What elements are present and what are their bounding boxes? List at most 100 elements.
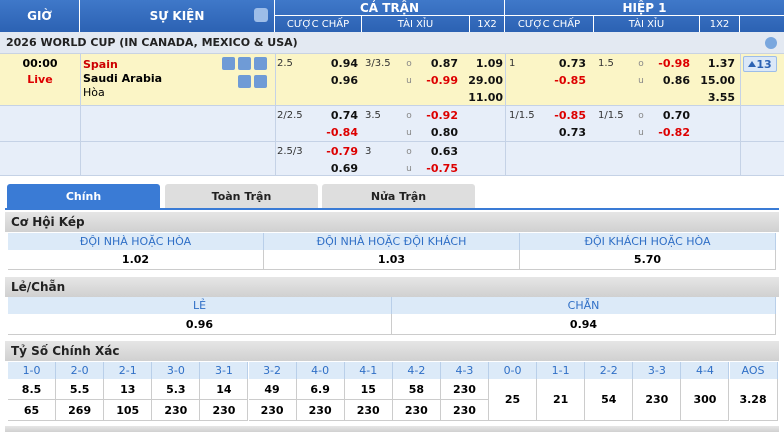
home-team: Spain — [83, 57, 118, 71]
odds-cell[interactable]: 58 — [392, 379, 441, 400]
odds-value[interactable]: -0.85 — [554, 74, 586, 87]
header-col: CƯỢC CHẤP — [275, 16, 362, 32]
odds-value[interactable]: -0.75 — [426, 162, 458, 175]
odds-cell[interactable]: 105 — [104, 400, 153, 421]
odds-value[interactable]: -0.82 — [658, 126, 690, 139]
odds-cell[interactable]: 0.94 — [392, 314, 776, 335]
over-label: o — [406, 146, 412, 157]
header-full: CẢ TRẬN — [275, 0, 505, 16]
match-icon[interactable] — [238, 75, 251, 88]
header-half: HIỆP 1 — [505, 0, 784, 16]
odds-value[interactable]: 0.96 — [330, 74, 358, 87]
tab[interactable]: Toàn Trận — [165, 184, 318, 208]
odds-cell[interactable]: 230 — [296, 400, 345, 421]
more-button[interactable]: 13 — [743, 56, 777, 72]
odds-cell[interactable]: 5.3 — [152, 379, 201, 400]
odds-cell[interactable]: 65 — [8, 400, 57, 421]
odds-value[interactable]: 0.73 — [558, 57, 586, 70]
star-icon[interactable] — [254, 8, 268, 22]
odds-value[interactable]: 0.94 — [330, 57, 358, 70]
match-icon[interactable] — [222, 57, 235, 70]
header-event: SỰ KIỆN — [80, 0, 275, 32]
column-header: 4-0 — [296, 362, 345, 379]
odds-cell[interactable]: 230 — [440, 400, 489, 421]
odds-value[interactable]: -0.85 — [554, 109, 586, 122]
odds-cell[interactable]: 5.70 — [520, 250, 776, 270]
odds-value[interactable]: 0.63 — [430, 145, 458, 158]
over-label: o — [638, 58, 644, 69]
odds-value[interactable]: 0.74 — [330, 109, 358, 122]
hdp-line: 2/2.5 — [277, 110, 303, 121]
col-divider — [740, 54, 741, 106]
odds-cell[interactable]: 230 — [152, 400, 201, 421]
col-divider — [275, 106, 276, 142]
odds-cell[interactable]: 300 — [681, 379, 730, 421]
odds-cell[interactable]: 1.02 — [8, 250, 264, 270]
column-header: 3-0 — [152, 362, 201, 379]
tab-strip-line — [5, 208, 779, 210]
ou-line: 1/1.5 — [598, 110, 624, 121]
odds-value[interactable]: 1.09 — [475, 57, 503, 70]
league-row: 2026 WORLD CUP (IN CANADA, MEXICO & USA) — [0, 32, 784, 54]
tab[interactable]: Nửa Trận — [322, 184, 475, 208]
odds-value[interactable]: -0.79 — [326, 145, 358, 158]
away-team: Saudi Arabia — [83, 71, 163, 85]
column-header: 1-1 — [537, 362, 586, 379]
odds-cell[interactable]: 25 — [489, 379, 538, 421]
match-icon[interactable] — [254, 75, 267, 88]
match-status: Live — [27, 72, 53, 86]
tab[interactable]: Chính — [7, 184, 160, 208]
odds-cell[interactable]: 230 — [392, 400, 441, 421]
odds-cell[interactable]: 269 — [56, 400, 105, 421]
odds-value[interactable]: 11.00 — [468, 91, 503, 104]
odds-cell[interactable]: 15 — [344, 379, 393, 400]
odds-value[interactable]: -0.92 — [426, 109, 458, 122]
column-header: 3-3 — [633, 362, 682, 379]
under-label: u — [406, 163, 412, 174]
odds-cell[interactable]: 49 — [248, 379, 297, 400]
odds-cell[interactable]: 54 — [585, 379, 634, 421]
header-col: TÀI XỈU — [362, 16, 470, 32]
odds-value[interactable]: 1.37 — [707, 57, 735, 70]
hdp-line: 1/1.5 — [509, 110, 535, 121]
odds-value[interactable]: 3.55 — [707, 91, 735, 104]
odds-value[interactable]: 0.69 — [330, 162, 358, 175]
draw-label: Hòa — [83, 85, 105, 99]
header-bar — [0, 0, 784, 32]
column-header: ĐỘI KHÁCH HOẶC HÒA — [520, 233, 776, 250]
odds-cell[interactable]: 230 — [248, 400, 297, 421]
odds-cell[interactable]: 3.28 — [729, 379, 778, 421]
odds-cell[interactable]: 8.5 — [8, 379, 57, 400]
odds-value[interactable]: -0.98 — [658, 57, 690, 70]
section-title: Cơ Hội Kép — [5, 212, 779, 232]
odds-cell[interactable]: 230 — [200, 400, 249, 421]
refresh-icon[interactable] — [765, 37, 777, 49]
match-icon[interactable] — [254, 57, 267, 70]
odds-value[interactable]: 15.00 — [700, 74, 735, 87]
odds-value[interactable]: 0.80 — [430, 126, 458, 139]
column-header: 2-0 — [56, 362, 105, 379]
odds-cell[interactable]: 0.96 — [8, 314, 392, 335]
odds-cell[interactable]: 13 — [104, 379, 153, 400]
header-col: TÀI XỈU — [594, 16, 700, 32]
odds-cell[interactable]: 230 — [633, 379, 682, 421]
odds-value[interactable]: 0.86 — [662, 74, 690, 87]
column-header: ĐỘI NHÀ HOẶC HÒA — [8, 233, 264, 250]
odds-value[interactable]: 0.87 — [430, 57, 458, 70]
match-icon[interactable] — [238, 57, 251, 70]
odds-cell[interactable]: 14 — [200, 379, 249, 400]
odds-cell[interactable]: 5.5 — [56, 379, 105, 400]
odds-value[interactable]: -0.84 — [326, 126, 358, 139]
odds-cell[interactable]: 230 — [440, 379, 489, 400]
odds-cell[interactable]: 1.03 — [264, 250, 520, 270]
col-divider — [275, 142, 276, 176]
odds-value[interactable]: 0.70 — [662, 109, 690, 122]
odds-cell[interactable]: 21 — [537, 379, 586, 421]
col-divider — [740, 142, 741, 176]
odds-cell[interactable]: 230 — [344, 400, 393, 421]
odds-value[interactable]: -0.99 — [426, 74, 458, 87]
odds-value[interactable]: 29.00 — [468, 74, 503, 87]
odds-cell[interactable]: 6.9 — [296, 379, 345, 400]
odds-value[interactable]: 0.73 — [558, 126, 586, 139]
